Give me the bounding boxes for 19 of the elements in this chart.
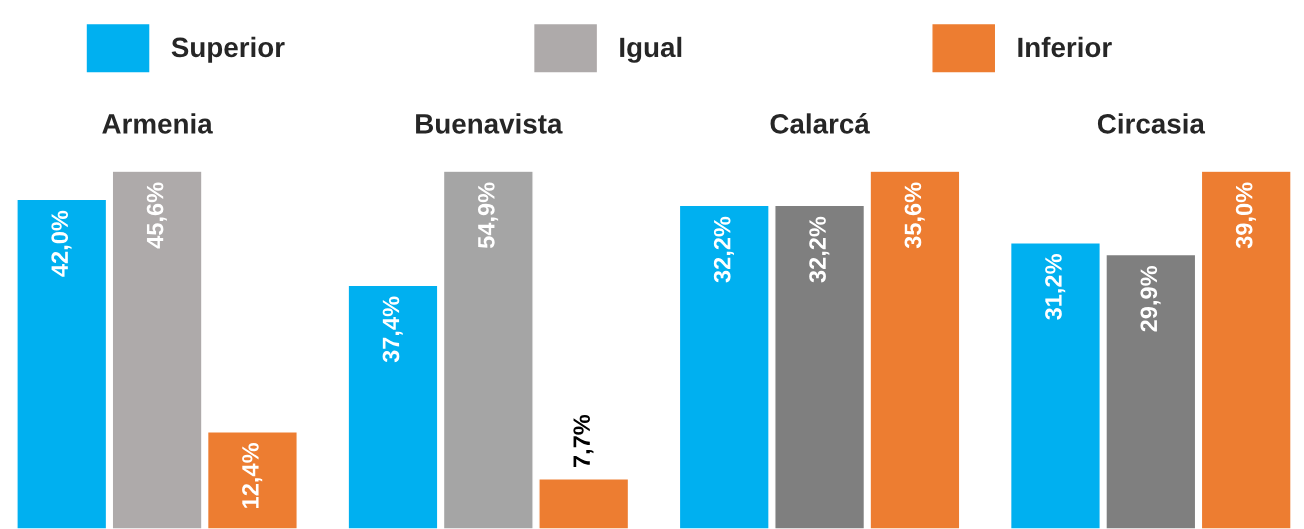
data-label: 29,9%	[1140, 266, 1161, 332]
chart-title: Calarcá	[770, 113, 870, 134]
data-label: 35,6%	[904, 182, 925, 249]
data-label: 32,2%	[713, 216, 734, 283]
chart-title: Circasia	[1097, 113, 1206, 134]
data-label: 42,0%	[51, 210, 72, 277]
chart-title: Buenavista	[416, 113, 563, 134]
legend-label: Inferior	[1018, 36, 1112, 58]
data-label: 45,6%	[146, 182, 167, 249]
legend-label: Superior	[171, 36, 285, 63]
chart-title: Armenia	[102, 113, 213, 134]
data-label: 12,4%	[242, 443, 263, 508]
legend-label: Igual	[620, 36, 682, 63]
data-label: 32,2%	[809, 216, 830, 283]
data-label: 39,0%	[1235, 182, 1256, 249]
data-label: 37,4%	[382, 296, 403, 363]
data-label: 54,9%	[477, 182, 499, 249]
data-label: 31,2%	[1045, 254, 1066, 320]
data-label: 7,7%	[573, 414, 594, 468]
